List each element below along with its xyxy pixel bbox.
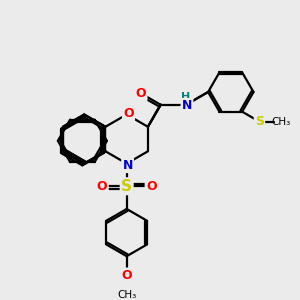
Text: CH₃: CH₃: [117, 290, 136, 300]
Text: S: S: [255, 115, 264, 128]
Text: N: N: [122, 159, 133, 172]
Text: N: N: [182, 99, 192, 112]
Text: O: O: [122, 269, 132, 282]
Text: H: H: [181, 92, 190, 103]
Text: O: O: [136, 87, 146, 100]
Text: O: O: [97, 180, 107, 193]
Text: CH₃: CH₃: [272, 117, 291, 127]
Text: O: O: [123, 107, 134, 120]
Text: O: O: [146, 180, 157, 193]
Text: S: S: [121, 179, 132, 194]
